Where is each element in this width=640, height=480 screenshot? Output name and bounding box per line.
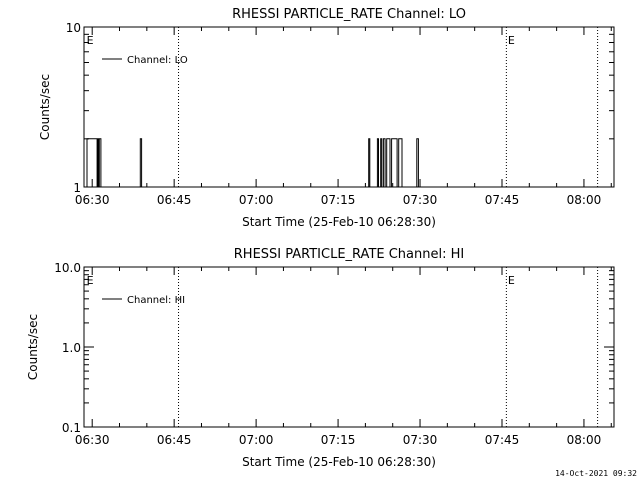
chart-title: RHESSI PARTICLE_RATE Channel: LO	[232, 7, 466, 22]
x-tick-label: 07:45	[485, 193, 520, 207]
y-axis-label: Counts/sec	[38, 74, 52, 140]
x-tick-label: 08:00	[567, 193, 602, 207]
event-marker-label: E	[508, 274, 515, 287]
legend-label: Channel: LO	[127, 55, 188, 66]
y-axis-label: Counts/sec	[26, 314, 40, 380]
x-tick-label: 07:15	[321, 433, 356, 447]
event-marker-label: E	[508, 34, 515, 47]
y-tick-label: 1	[73, 181, 81, 195]
x-tick-label: 07:30	[403, 193, 438, 207]
x-tick-label: 07:00	[239, 193, 274, 207]
series-line	[84, 138, 614, 188]
y-tick-label: 0.1	[62, 421, 81, 435]
x-tick-label: 07:30	[403, 433, 438, 447]
y-tick-label: 10	[66, 21, 81, 35]
x-tick-label: 07:45	[485, 433, 520, 447]
x-axis-label: Start Time (25-Feb-10 06:28:30)	[242, 215, 436, 229]
x-tick-label: 06:45	[157, 193, 192, 207]
x-tick-label: 06:30	[75, 193, 110, 207]
x-tick-label: 07:15	[321, 193, 356, 207]
legend-label: Channel: HI	[127, 295, 185, 306]
event-marker-label: E	[87, 34, 94, 47]
x-tick-label: 06:30	[75, 433, 110, 447]
y-tick-label: 10.0	[54, 261, 81, 275]
plot-frame	[83, 266, 615, 428]
x-axis-label: Start Time (25-Feb-10 06:28:30)	[242, 455, 436, 469]
x-tick-label: 06:45	[157, 433, 192, 447]
x-tick-label: 08:00	[567, 433, 602, 447]
event-marker-label: E	[87, 274, 94, 287]
y-tick-label: 1.0	[62, 341, 81, 355]
plot-frame	[83, 26, 615, 188]
x-tick-label: 07:00	[239, 433, 274, 447]
footer-timestamp: 14-Oct-2021 09:32	[555, 469, 637, 478]
chart-title: RHESSI PARTICLE_RATE Channel: HI	[234, 247, 464, 262]
